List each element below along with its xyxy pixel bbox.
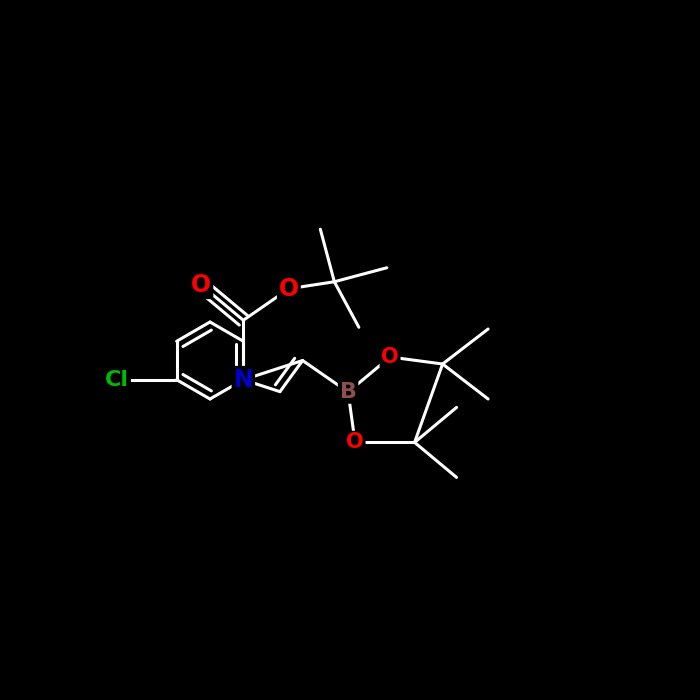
Text: O: O [191, 273, 211, 298]
Text: Cl: Cl [105, 370, 130, 390]
Text: B: B [340, 382, 356, 402]
Text: N: N [234, 368, 253, 392]
Text: O: O [279, 276, 299, 301]
Text: O: O [346, 433, 364, 452]
Text: O: O [382, 347, 399, 367]
